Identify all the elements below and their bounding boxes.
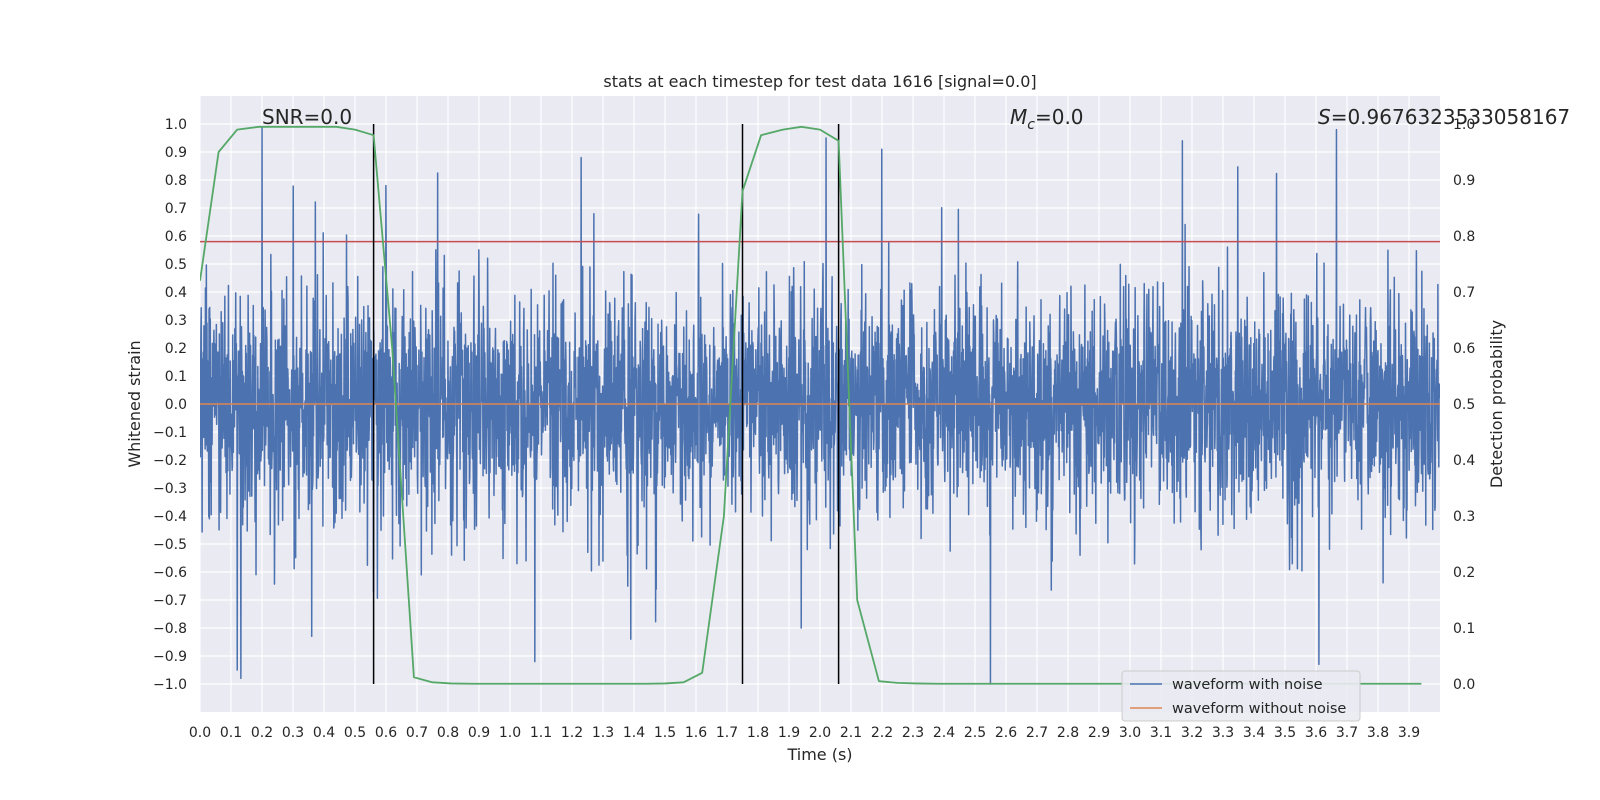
y-tick-label: 0.2: [165, 341, 187, 357]
y-tick-label: 0.4: [165, 285, 187, 301]
x-tick-label: 2.7: [1026, 725, 1048, 741]
s-symbol: S: [1318, 105, 1331, 129]
y-tick-label: 0.5: [165, 257, 187, 273]
y2-tick-label: 0.4: [1453, 453, 1475, 469]
x-tick-label: 2.0: [809, 725, 831, 741]
x-tick-label: 1.1: [530, 725, 552, 741]
x-tick-label: 2.8: [1057, 725, 1079, 741]
x-tick-label: 3.7: [1336, 725, 1358, 741]
legend-label-without-noise: waveform without noise: [1172, 701, 1346, 717]
y2-tick-label: 0.7: [1453, 285, 1475, 301]
x-tick-label: 0.9: [468, 725, 490, 741]
x-tick-label: 2.1: [840, 725, 862, 741]
y-tick-label: −0.9: [153, 649, 187, 665]
x-tick-label: 2.3: [902, 725, 924, 741]
x-tick-label: 0.2: [251, 725, 273, 741]
x-tick-label: 1.3: [592, 725, 614, 741]
x-tick-label: 3.0: [1119, 725, 1141, 741]
mc-subscript: c: [1027, 117, 1035, 133]
x-tick-label: 1.0: [499, 725, 521, 741]
x-tick-label: 3.3: [1212, 725, 1234, 741]
y2-tick-label: 0.2: [1453, 565, 1475, 581]
y-tick-label: −0.6: [153, 565, 187, 581]
y-tick-label: 1.0: [165, 117, 187, 133]
x-tick-label: 0.7: [406, 725, 428, 741]
x-tick-label: 2.9: [1088, 725, 1110, 741]
y2-tick-label: 0.8: [1453, 229, 1475, 245]
x-tick-label: 0.8: [437, 725, 459, 741]
x-tick-label: 1.8: [747, 725, 769, 741]
x-tick-label: 3.5: [1274, 725, 1296, 741]
x-tick-label: 1.4: [623, 725, 645, 741]
y-tick-label: −1.0: [153, 677, 187, 693]
legend: waveform with noise waveform without noi…: [1121, 670, 1361, 722]
y2-tick-label: 0.6: [1453, 341, 1475, 357]
y2-tick-label: 0.5: [1453, 397, 1475, 413]
y-tick-label: 0.6: [165, 229, 187, 245]
x-tick-label: 3.9: [1398, 725, 1420, 741]
y2-tick-label: 1.0: [1453, 117, 1475, 133]
mc-value: =0.0: [1035, 105, 1084, 129]
y-tick-label: 0.3: [165, 313, 187, 329]
legend-label-with-noise: waveform with noise: [1172, 677, 1323, 693]
snr-annotation: SNR=0.0: [262, 105, 352, 129]
x-tick-label: 3.1: [1150, 725, 1172, 741]
x-tick-label: 1.2: [561, 725, 583, 741]
y-tick-label: 0.0: [165, 397, 187, 413]
mc-annotation: Mc=0.0: [1010, 105, 1084, 133]
y2-tick-label: 0.3: [1453, 509, 1475, 525]
x-tick-label: 3.6: [1305, 725, 1327, 741]
y-tick-label: −0.5: [153, 537, 187, 553]
y-tick-label: 0.1: [165, 369, 187, 385]
y2-tick-label: 0.9: [1453, 173, 1475, 189]
y-tick-label: −0.1: [153, 425, 187, 441]
y-tick-label: −0.8: [153, 621, 187, 637]
x-tick-label: 1.9: [778, 725, 800, 741]
y-tick-label: 0.9: [165, 145, 187, 161]
x-tick-label: 3.4: [1243, 725, 1265, 741]
mc-symbol: M: [1010, 105, 1027, 129]
x-tick-label: 1.6: [685, 725, 707, 741]
series-line-with-noise: [200, 126, 1440, 685]
y2-tick-label: 0.1: [1453, 621, 1475, 637]
y-tick-labels: 1.0 0.9 0.8 0.7 0.6 0.5 0.4 0.3 0.2 0.1 0.0 −0.1 −0.…: [153, 117, 187, 693]
x-tick-label: 0.0: [189, 725, 211, 741]
x-tick-label: 1.5: [654, 725, 676, 741]
x-tick-label: 0.4: [313, 725, 335, 741]
s-value: =0.9676323533058167: [1331, 105, 1570, 129]
x-tick-label: 0.1: [220, 725, 242, 741]
y-tick-label: −0.2: [153, 453, 187, 469]
y-tick-label: 0.7: [165, 201, 187, 217]
y-axis-label: Whitened strain: [125, 340, 144, 467]
x-tick-label: 3.2: [1181, 725, 1203, 741]
chart-title: stats at each timestep for test data 161…: [603, 72, 1036, 91]
s-annotation: S=0.9676323533058167: [1318, 105, 1570, 129]
x-tick-label: 0.6: [375, 725, 397, 741]
y2-axis-label: Detection probability: [1487, 320, 1506, 488]
x-tick-labels: 0.0 0.1 0.2 0.3 0.4 0.5 0.6 0.7 0.8 0.9 1.0 1.1 1.2 1…: [189, 725, 1420, 741]
y2-tick-labels: 1.0 0.9 0.8 0.7 0.6 0.5 0.4 0.3 0.2 0.1 0.0: [1453, 117, 1475, 693]
y-tick-label: −0.4: [153, 509, 187, 525]
x-tick-label: 2.6: [995, 725, 1017, 741]
y-tick-label: 0.8: [165, 173, 187, 189]
x-tick-label: 2.2: [871, 725, 893, 741]
legend-box: [1121, 670, 1361, 722]
x-tick-label: 0.3: [282, 725, 304, 741]
x-tick-label: 2.4: [933, 725, 955, 741]
x-axis-label: Time (s): [786, 745, 852, 764]
x-tick-label: 0.5: [344, 725, 366, 741]
y-tick-label: −0.7: [153, 593, 187, 609]
y-tick-label: −0.3: [153, 481, 187, 497]
x-tick-label: 1.7: [716, 725, 738, 741]
x-tick-label: 3.8: [1367, 725, 1389, 741]
y2-tick-label: 0.0: [1453, 677, 1475, 693]
x-tick-label: 2.5: [964, 725, 986, 741]
